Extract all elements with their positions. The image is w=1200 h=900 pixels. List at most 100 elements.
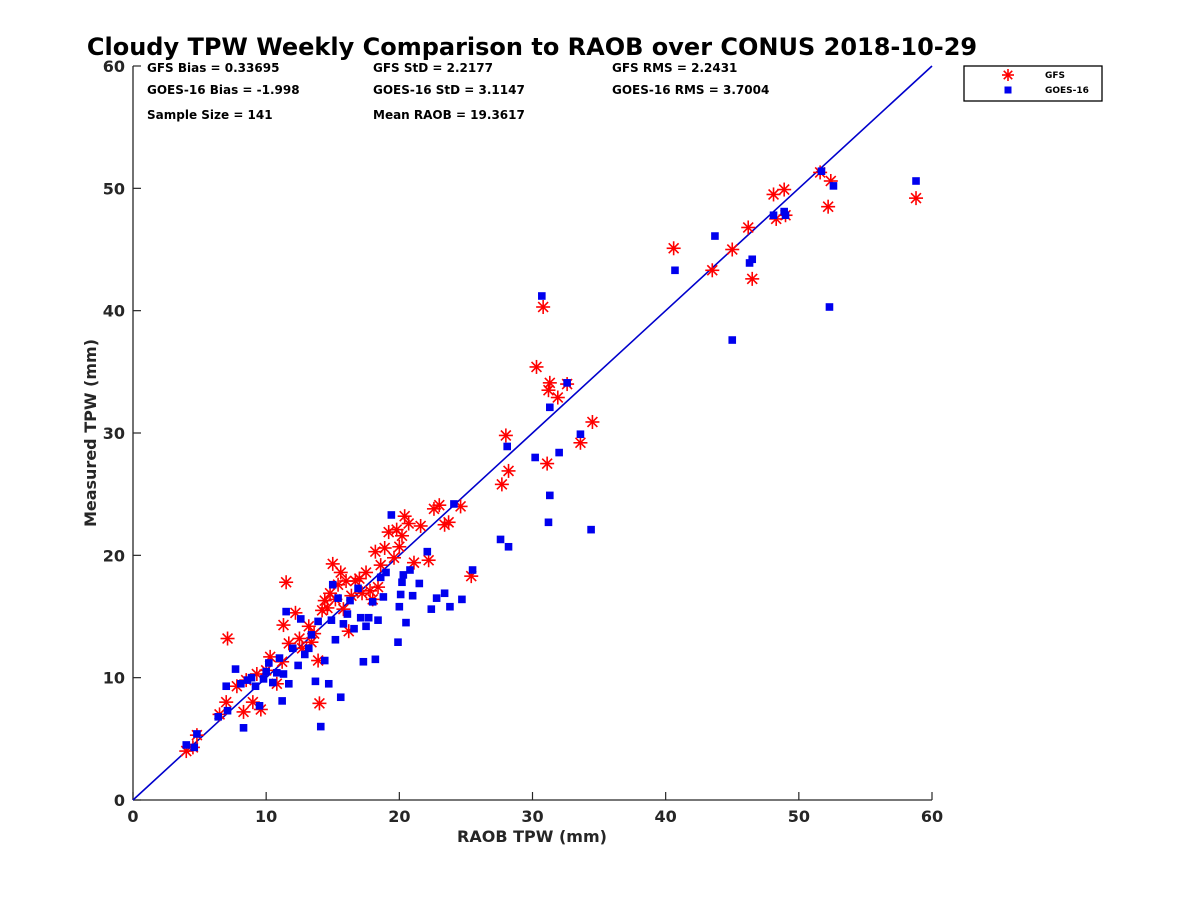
goes-16-point bbox=[371, 655, 380, 664]
goes-16-point bbox=[376, 573, 385, 582]
gfs-point bbox=[777, 182, 792, 197]
goes-16-point bbox=[304, 644, 313, 653]
x-tick-label: 10 bbox=[255, 807, 277, 826]
goes-16-point bbox=[359, 657, 368, 666]
gfs-point bbox=[392, 539, 407, 554]
goes-16-point bbox=[190, 743, 199, 752]
y-tick-label: 60 bbox=[103, 57, 125, 76]
goes-16-point bbox=[555, 448, 563, 457]
goes-16-point bbox=[468, 566, 477, 574]
gfs-point bbox=[394, 528, 409, 543]
goes-16-point bbox=[503, 442, 511, 451]
goes-16-point bbox=[356, 613, 365, 622]
goes-16-point bbox=[398, 578, 406, 587]
goes-16-point bbox=[247, 673, 256, 682]
goes-16-point bbox=[265, 659, 273, 667]
goes-16-point bbox=[320, 656, 329, 665]
goes-16-point bbox=[296, 615, 305, 623]
legend-goes-marker bbox=[1004, 86, 1012, 94]
goes-16-point bbox=[278, 697, 286, 705]
gfs-point bbox=[325, 556, 340, 571]
gfs-point bbox=[236, 704, 251, 719]
gfs-point bbox=[406, 555, 421, 570]
gfs-point bbox=[542, 375, 557, 390]
goes-16-point bbox=[748, 255, 757, 264]
gfs-point bbox=[279, 575, 294, 590]
y-tick-label: 20 bbox=[103, 546, 125, 565]
gfs-point bbox=[281, 636, 296, 651]
goes-16-point bbox=[182, 741, 191, 749]
goes-16-point bbox=[237, 679, 245, 688]
goes-16-point bbox=[346, 596, 354, 605]
goes-16-point bbox=[563, 379, 571, 387]
goes-16-point bbox=[259, 675, 268, 683]
goes-16-point bbox=[350, 624, 358, 633]
goes-16-point bbox=[546, 403, 554, 412]
gfs-point bbox=[666, 241, 681, 256]
goes-16-point bbox=[374, 616, 382, 624]
series-goes-16 bbox=[182, 167, 920, 752]
goes-16-point bbox=[728, 336, 737, 344]
gfs-point bbox=[320, 600, 335, 615]
legend-label-gfs: GFS bbox=[1045, 71, 1065, 81]
x-axis-label: RAOB TPW (mm) bbox=[457, 827, 607, 846]
goes-16-point bbox=[531, 453, 539, 462]
gfs-point bbox=[498, 428, 513, 443]
goes-16-point bbox=[362, 622, 370, 631]
goes-16-point bbox=[316, 722, 325, 731]
gfs-point bbox=[573, 435, 588, 450]
legend-label-goes-16: GOES-16 bbox=[1045, 86, 1089, 96]
gfs-point bbox=[292, 631, 307, 646]
goes-16-point bbox=[396, 590, 405, 599]
goes-16-point bbox=[440, 589, 449, 598]
goes-16-point bbox=[255, 702, 264, 710]
gfs-point bbox=[494, 477, 509, 492]
goes-16-point bbox=[769, 211, 778, 220]
y-tick-label: 50 bbox=[103, 179, 125, 198]
gfs-point bbox=[373, 558, 388, 573]
goes-16-point bbox=[214, 713, 223, 721]
stats-block: GFS Bias = 0.33695 GFS StD = 2.2177 GFS … bbox=[147, 61, 769, 122]
goes-16-point bbox=[327, 616, 336, 624]
goes-16-point bbox=[450, 500, 458, 508]
goes-16-point bbox=[423, 547, 432, 556]
goes-16-point bbox=[364, 613, 373, 622]
stat-gfs-bias: GFS Bias = 0.33695 bbox=[147, 61, 279, 75]
goes-16-point bbox=[382, 568, 390, 577]
goes-16-point bbox=[300, 650, 309, 659]
stat-goes-bias: GOES-16 Bias = -1.998 bbox=[147, 83, 300, 97]
goes-16-point bbox=[399, 571, 408, 579]
goes-16-point bbox=[387, 511, 396, 519]
stat-goes-rms: GOES-16 RMS = 3.7004 bbox=[612, 83, 769, 97]
goes-16-point bbox=[311, 677, 320, 686]
gfs-point bbox=[550, 390, 565, 405]
gfs-point bbox=[585, 414, 600, 429]
goes-16-point bbox=[711, 232, 719, 240]
gfs-point bbox=[766, 187, 781, 202]
chart-title: Cloudy TPW Weekly Comparison to RAOB ove… bbox=[87, 33, 977, 61]
goes-16-point bbox=[544, 518, 553, 527]
goes-16-point bbox=[269, 678, 277, 687]
goes-16-point bbox=[446, 602, 454, 611]
goes-16-point bbox=[368, 598, 377, 606]
gfs-point bbox=[437, 517, 452, 532]
y-ticks: 0 10 20 30 40 50 60 bbox=[103, 57, 141, 810]
goes-16-point bbox=[334, 594, 342, 602]
y-tick-label: 30 bbox=[103, 424, 125, 443]
gfs-point bbox=[745, 271, 760, 286]
goes-16-point bbox=[339, 620, 348, 628]
gfs-point bbox=[301, 619, 316, 634]
goes-16-point bbox=[223, 706, 232, 715]
goes-16-point bbox=[331, 635, 340, 644]
goes-16-point bbox=[817, 167, 826, 176]
goes-16-point bbox=[402, 618, 410, 627]
gfs-point bbox=[413, 518, 428, 533]
x-ticks: 0 10 20 30 40 50 60 bbox=[127, 792, 943, 826]
goes-16-point bbox=[243, 676, 252, 684]
goes-16-point bbox=[193, 730, 201, 738]
goes-16-point bbox=[546, 491, 554, 500]
gfs-point bbox=[725, 242, 740, 257]
goes-16-point bbox=[458, 595, 466, 604]
goes-16-point bbox=[324, 679, 333, 688]
